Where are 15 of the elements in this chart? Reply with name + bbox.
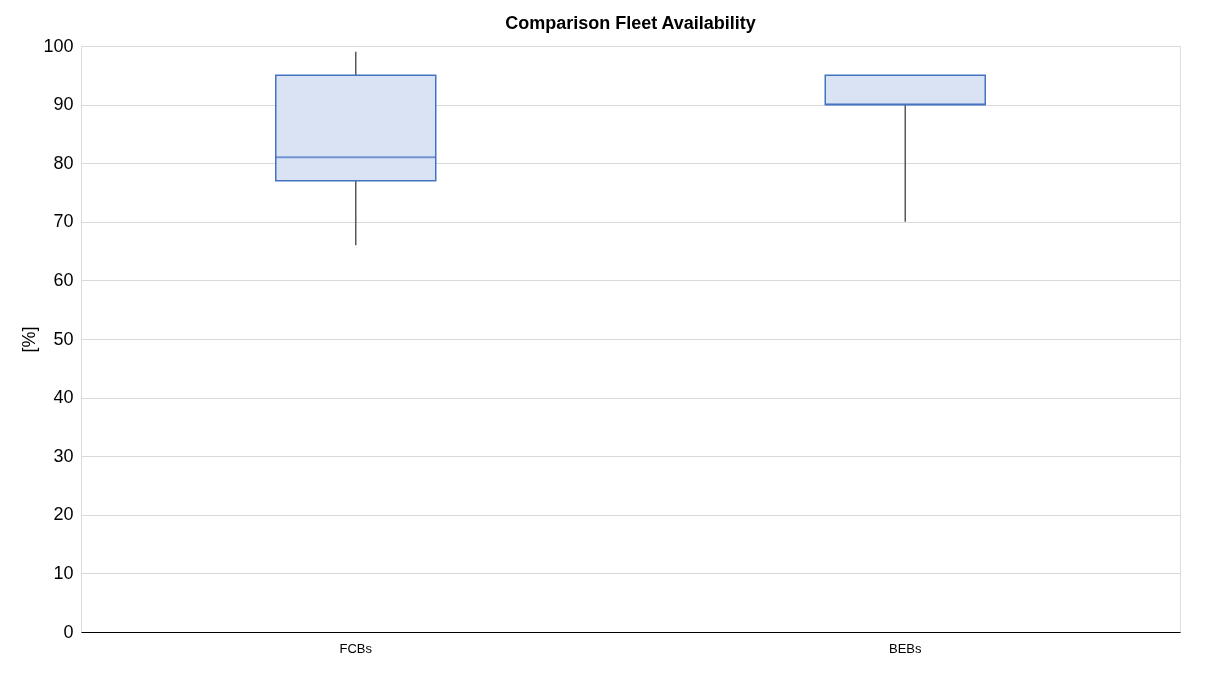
y-tick-label: 80 [53, 152, 74, 173]
x-tick-label: FCBs [339, 640, 373, 656]
y-tick-label: 40 [53, 387, 74, 408]
y-tick-label: 70 [53, 211, 74, 232]
y-tick-label: 50 [53, 328, 74, 349]
y-tick-label: 10 [53, 562, 74, 583]
x-tick-label: BEBs [888, 640, 922, 656]
y-tick-label: 20 [53, 504, 74, 525]
y-tick-label: 0 [63, 621, 74, 642]
y-tick-label: 60 [53, 269, 74, 290]
y-axis-title: [%] [19, 326, 40, 353]
y-tick-label: 90 [53, 94, 74, 115]
y-tick-label: 100 [43, 35, 74, 56]
chart-title: Comparison Fleet Availability [505, 13, 756, 33]
y-tick-label: 30 [53, 445, 74, 466]
